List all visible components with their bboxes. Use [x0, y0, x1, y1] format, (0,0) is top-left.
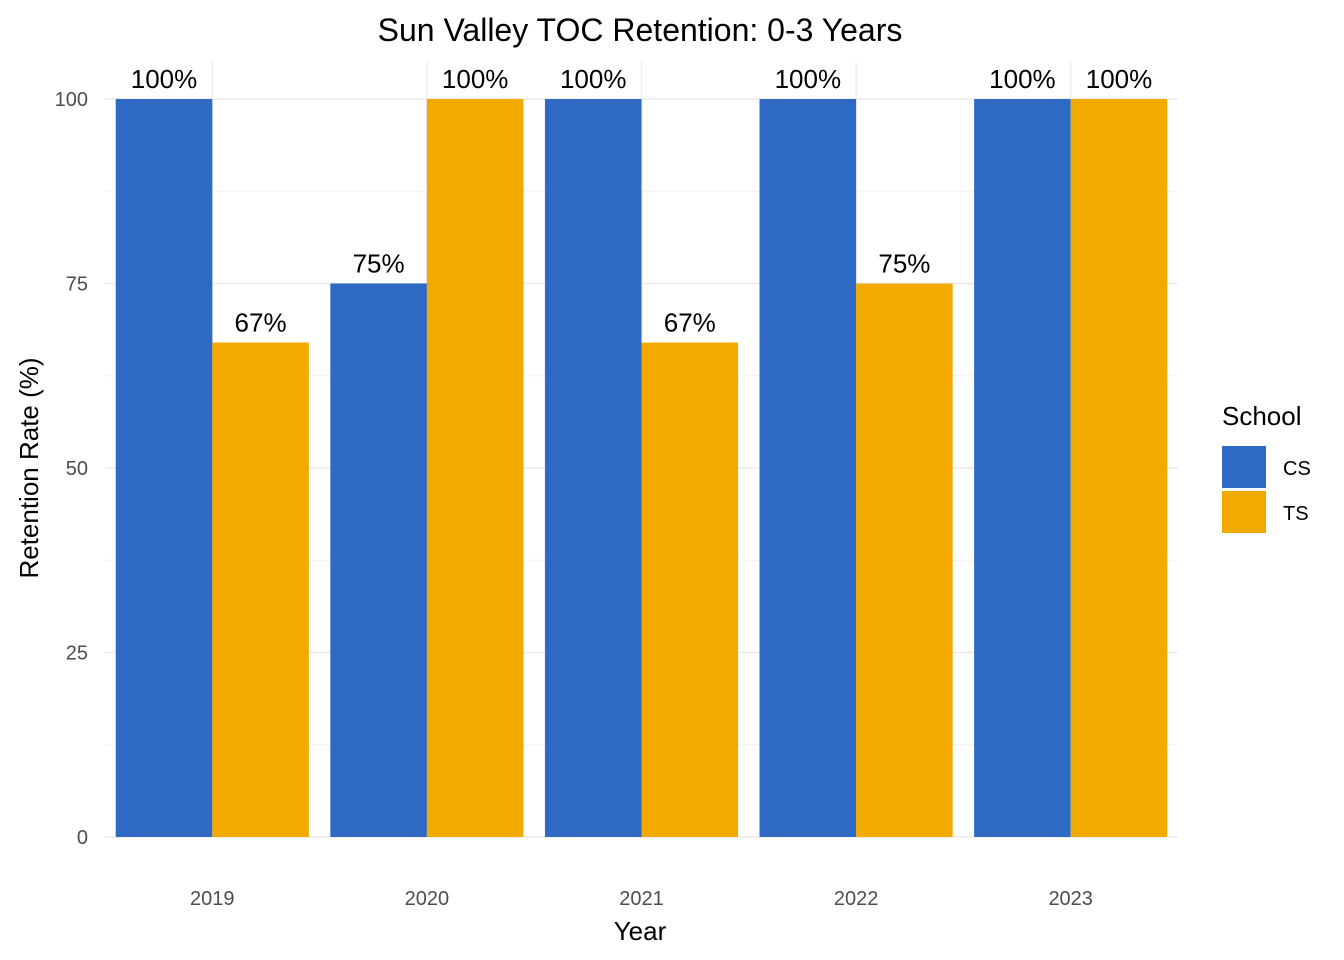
legend-title: School: [1222, 401, 1302, 431]
bar-ts-2022: [856, 283, 953, 837]
y-tick-label: 50: [66, 458, 88, 480]
y-tick-label: 0: [77, 827, 88, 849]
data-label-ts-2023: 100%: [1086, 64, 1153, 94]
data-labels: 100% 75% 100% 100% 100% 67% 100% 67% 75% 100%: [131, 64, 1152, 338]
bar-cs-2019: [115, 99, 213, 837]
data-label-cs-2023: 100%: [989, 64, 1056, 94]
x-axis-ticks: 2019 2020 2021 2022 2023: [190, 888, 1093, 910]
y-axis-ticks: 0 25 50 75 100: [55, 89, 88, 849]
bar-ts-2019: [212, 342, 309, 837]
x-tick-label: 2020: [405, 888, 450, 910]
bar-ts-2023: [1070, 99, 1168, 837]
data-label-ts-2019: 67%: [235, 308, 287, 338]
bar-cs-2023: [974, 99, 1071, 837]
data-label-cs-2022: 100%: [775, 64, 842, 94]
legend-label-ts: TS: [1283, 503, 1309, 525]
data-label-cs-2021: 100%: [560, 64, 627, 94]
chart-title: Sun Valley TOC Retention: 0-3 Years: [378, 12, 903, 48]
bar-cs-2022: [759, 99, 857, 837]
bar-ts-2021: [641, 342, 739, 837]
bar-cs-2020: [330, 283, 427, 837]
legend-label-cs: CS: [1283, 458, 1311, 480]
data-label-ts-2021: 67%: [664, 308, 716, 338]
data-label-ts-2022: 75%: [878, 249, 930, 279]
data-label-ts-2020: 100%: [442, 64, 509, 94]
legend-swatch-cs: [1222, 446, 1266, 488]
x-tick-label: 2021: [619, 888, 664, 910]
x-tick-label: 2022: [834, 888, 879, 910]
y-tick-label: 75: [66, 274, 88, 296]
y-tick-label: 100: [55, 89, 88, 111]
bar-cs-2021: [544, 99, 642, 837]
bars: [115, 99, 1168, 837]
legend: School CS TS: [1222, 401, 1311, 533]
x-tick-label: 2019: [190, 888, 235, 910]
legend-swatch-ts: [1222, 491, 1266, 533]
bar-ts-2020: [426, 99, 524, 837]
data-label-cs-2019: 100%: [131, 64, 198, 94]
y-tick-label: 25: [66, 643, 88, 665]
x-axis-title: Year: [614, 916, 667, 946]
x-tick-label: 2023: [1048, 888, 1093, 910]
data-label-cs-2020: 75%: [353, 249, 405, 279]
y-axis-title: Retention Rate (%): [14, 357, 44, 578]
